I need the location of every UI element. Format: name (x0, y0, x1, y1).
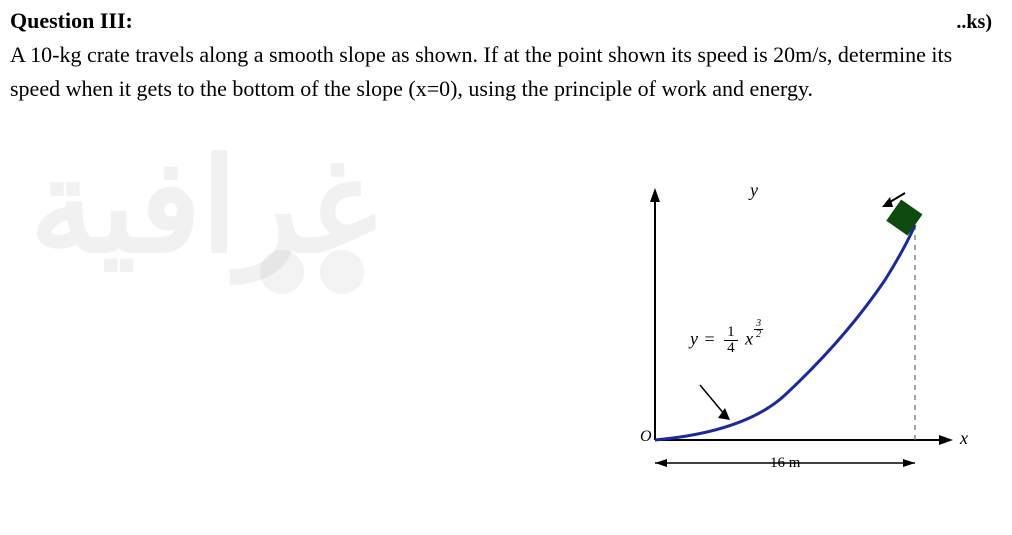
watermark-text: غرافية (30, 130, 377, 282)
eq-exponent: 3 2 (754, 319, 763, 340)
watermark-dots (260, 250, 380, 310)
equation-pointer (700, 385, 730, 420)
eq-exp-den: 2 (754, 330, 763, 340)
x-axis-label: x (960, 428, 968, 449)
eq-frac-num: 1 (724, 325, 738, 341)
question-block: Question III: ..ks) A 10-kg crate travel… (10, 8, 992, 106)
eq-lhs: y (690, 329, 698, 349)
eq-equals: = (705, 329, 715, 349)
eq-fraction: 1 4 (724, 325, 738, 356)
question-title: Question III: (10, 8, 133, 34)
marks-label: ..ks) (956, 11, 992, 34)
curve-equation: y = 1 4 x 3 2 (690, 325, 763, 356)
dimension-label: 16 m (770, 455, 800, 472)
eq-var: x (745, 329, 753, 349)
eq-frac-den: 4 (724, 341, 738, 356)
question-body: A 10-kg crate travels along a smooth slo… (10, 38, 992, 106)
origin-label: O (640, 428, 652, 446)
y-axis-label: y (750, 180, 758, 201)
